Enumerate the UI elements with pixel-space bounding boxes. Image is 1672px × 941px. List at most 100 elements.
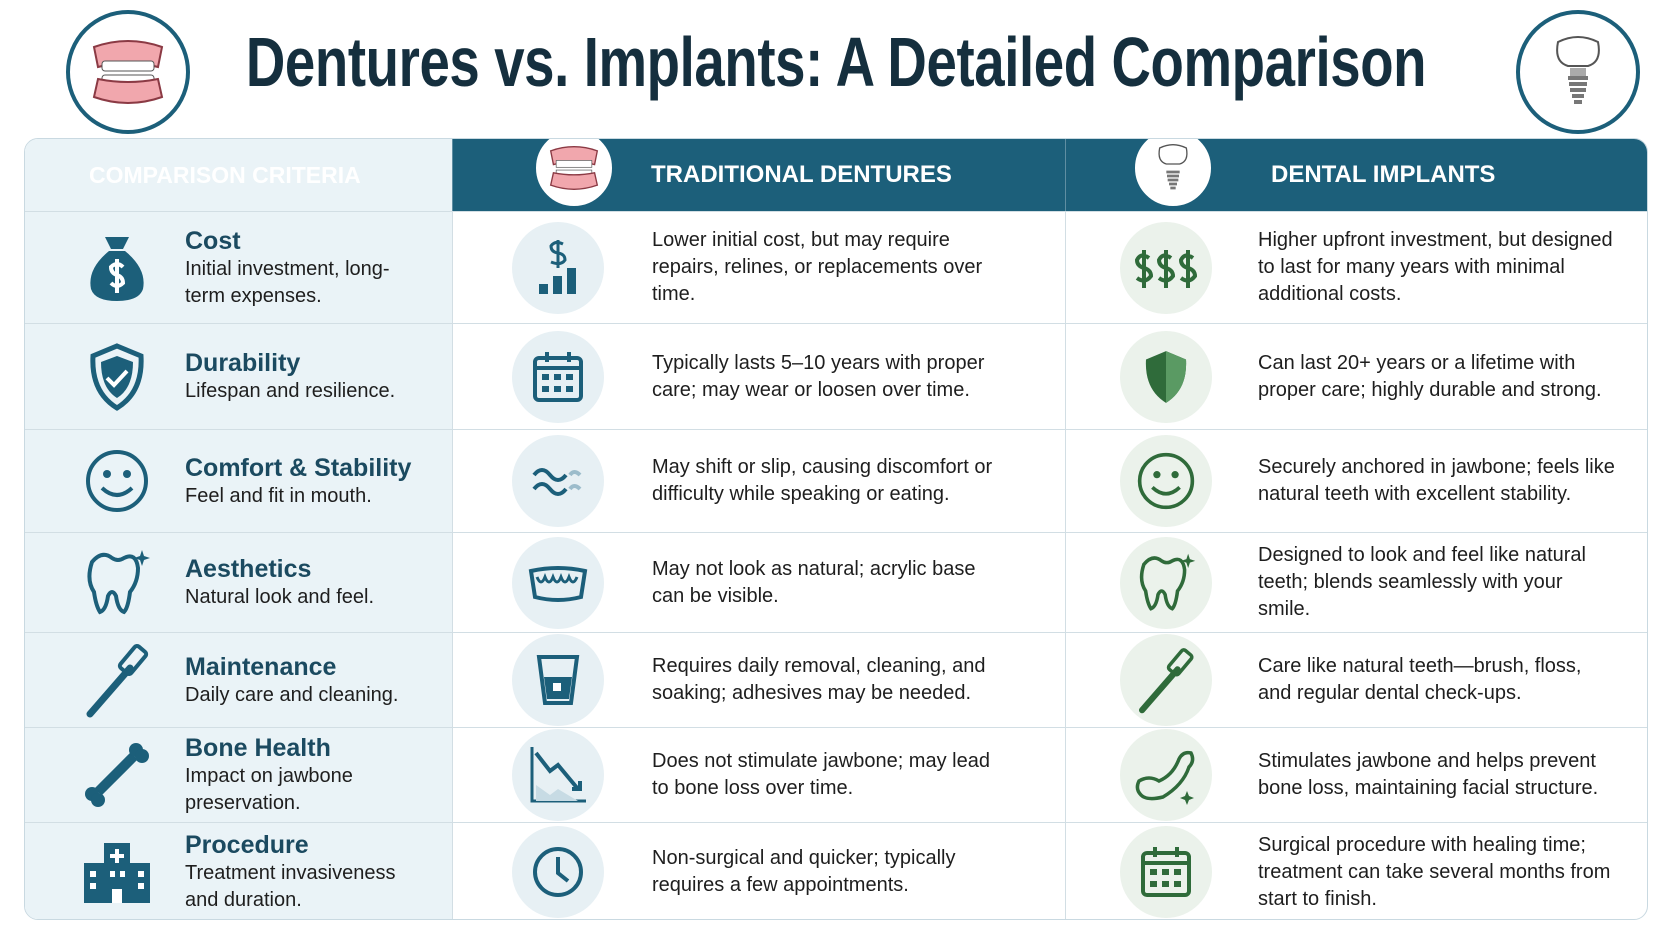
implants-text: Designed to look and feel like natural t… xyxy=(1258,544,1586,620)
dentures-text: Does not stimulate jawbone; may lead to … xyxy=(652,750,990,799)
icon xyxy=(1138,648,1194,714)
criterion-description: Initial investment, long-term expenses. xyxy=(185,257,390,307)
criteria-cell: Bone Health Impact on jawbone preservatio… xyxy=(25,727,453,822)
icon xyxy=(539,239,576,294)
icon-circle xyxy=(512,221,604,314)
icon-circle xyxy=(1120,729,1212,821)
icon xyxy=(90,236,144,301)
criterion-text: Maintenance Daily care and cleaning. xyxy=(185,652,425,709)
icon xyxy=(549,146,599,190)
criterion-description: Daily care and cleaning. xyxy=(185,683,399,706)
implants-text: Surgical procedure with healing time; tr… xyxy=(1258,833,1611,910)
header-icon xyxy=(533,139,615,209)
implants-cell: Care like natural teeth—brush, floss, an… xyxy=(1066,632,1647,727)
icon xyxy=(1134,249,1198,288)
icon xyxy=(530,747,586,803)
column-header-text: DENTAL IMPLANTS xyxy=(1271,161,1496,188)
dentures-cell: May not look as natural; acrylic base ca… xyxy=(453,532,1066,632)
icon-circle xyxy=(1120,826,1212,918)
icon xyxy=(86,644,149,718)
column-header: COMPARISON CRITERIA xyxy=(25,139,453,211)
criterion-text: Bone Health Impact on jawbone preservatio… xyxy=(185,733,425,817)
criterion: Maintenance xyxy=(185,652,337,681)
icon xyxy=(532,468,582,496)
criterion-description: Natural look and feel. xyxy=(185,586,375,608)
icon xyxy=(536,655,580,705)
implants-cell: Can last 20+ years or a lifetime with pr… xyxy=(1066,323,1647,429)
icon xyxy=(533,351,583,402)
icon xyxy=(528,565,588,602)
dentures-cell: Lower initial cost, but may require repa… xyxy=(453,211,1066,323)
column-header-text: TRADITIONAL DENTURES xyxy=(651,161,952,188)
criterion-text: Comfort & Stability Feel and fit in mouth… xyxy=(185,453,425,510)
criterion-description: Lifespan and resilience. xyxy=(185,380,396,402)
icon-circle xyxy=(512,435,604,527)
icon-circle xyxy=(512,634,604,726)
implants-text: Stimulates jawbone and helps prevent bon… xyxy=(1258,750,1599,799)
criterion-text: Cost Initial investment, long-term expens… xyxy=(185,226,425,310)
page-title: Dentures vs. Implants: A Detailed Compar… xyxy=(245,23,1427,101)
criterion: Aesthetics xyxy=(185,555,312,583)
implants-text: Higher upfront investment, but designed … xyxy=(1258,229,1613,305)
dentures-text: May not look as natural; acrylic base ca… xyxy=(652,557,976,607)
dentures-cell: Does not stimulate jawbone; may lead to … xyxy=(453,727,1066,822)
criterion: Cost xyxy=(185,226,241,255)
icon xyxy=(84,843,150,903)
criteria-cell: Comfort & Stability Feel and fit in mouth… xyxy=(25,429,453,532)
criterion-text: Aesthetics Natural look and feel. xyxy=(185,554,425,611)
criterion-description: Treatment invasiveness and duration. xyxy=(185,862,396,911)
implants-text: Care like natural teeth—brush, floss, an… xyxy=(1258,655,1582,704)
implant-icon xyxy=(1556,36,1600,104)
icon-circle xyxy=(512,330,604,423)
dentures-text: Requires daily removal, cleaning, and so… xyxy=(652,655,986,704)
icon xyxy=(1145,350,1187,403)
icon-circle xyxy=(1120,536,1212,629)
criterion: Bone Health xyxy=(185,734,331,762)
implants-cell: Stimulates jawbone and helps prevent bon… xyxy=(1066,727,1647,822)
column-header-text: COMPARISON CRITERIA xyxy=(89,161,361,188)
implant-badge xyxy=(1516,10,1640,134)
comparison-table: COMPARISON CRITERIA TRADITIONAL DENTURES… xyxy=(24,138,1648,920)
column-header: DENTAL IMPLANTS xyxy=(1066,139,1647,211)
dentures-icon xyxy=(92,40,164,104)
dentures-cell: Requires daily removal, cleaning, and so… xyxy=(453,632,1066,727)
dentures-text: Typically lasts 5–10 years with proper c… xyxy=(652,351,985,401)
icon xyxy=(86,450,148,512)
dentures-cell: May shift or slip, causing discomfort or… xyxy=(453,429,1066,532)
dentures-cell: Non-surgical and quicker; typically requ… xyxy=(453,822,1066,919)
icon-circle xyxy=(1120,330,1212,423)
icon xyxy=(1141,847,1191,897)
criteria-cell: Maintenance Daily care and cleaning. xyxy=(25,632,453,727)
criterion: Durability xyxy=(185,349,301,377)
icon xyxy=(533,847,583,897)
icon xyxy=(1158,144,1188,190)
implants-cell: Surgical procedure with healing time; tr… xyxy=(1066,822,1647,919)
criteria-cell: Durability Lifespan and resilience. xyxy=(25,323,453,429)
criterion: Comfort & Stability xyxy=(185,453,412,482)
criteria-cell: Procedure Treatment invasiveness and dura… xyxy=(25,822,453,919)
column-header: TRADITIONAL DENTURES xyxy=(453,139,1066,211)
icon xyxy=(1135,750,1195,805)
implants-cell: Higher upfront investment, but designed … xyxy=(1066,211,1647,323)
dentures-text: May shift or slip, causing discomfort or… xyxy=(652,456,993,505)
implants-text: Securely anchored in jawbone; feels like… xyxy=(1258,456,1615,505)
dentures-badge xyxy=(66,10,190,134)
implants-cell: Designed to look and feel like natural t… xyxy=(1066,532,1647,632)
icon-circle xyxy=(512,826,604,918)
criterion: Procedure xyxy=(185,831,309,859)
icon-circle xyxy=(1120,435,1212,527)
criteria-cell: Cost Initial investment, long-term expens… xyxy=(25,211,453,323)
header-icon xyxy=(1132,139,1214,209)
icon xyxy=(1137,452,1195,510)
icon xyxy=(87,549,150,614)
implants-text: Can last 20+ years or a lifetime with pr… xyxy=(1258,351,1602,401)
criterion-description: Impact on jawbone preservation. xyxy=(185,765,353,814)
dentures-text: Non-surgical and quicker; typically requ… xyxy=(652,847,956,896)
criterion-text: Durability Lifespan and resilience. xyxy=(185,348,425,405)
icon-circle xyxy=(512,536,604,629)
criterion-description: Feel and fit in mouth. xyxy=(185,484,372,507)
implants-cell: Securely anchored in jawbone; feels like… xyxy=(1066,429,1647,532)
criterion-text: Procedure Treatment invasiveness and dura… xyxy=(185,830,425,914)
dentures-cell: Typically lasts 5–10 years with proper c… xyxy=(453,323,1066,429)
